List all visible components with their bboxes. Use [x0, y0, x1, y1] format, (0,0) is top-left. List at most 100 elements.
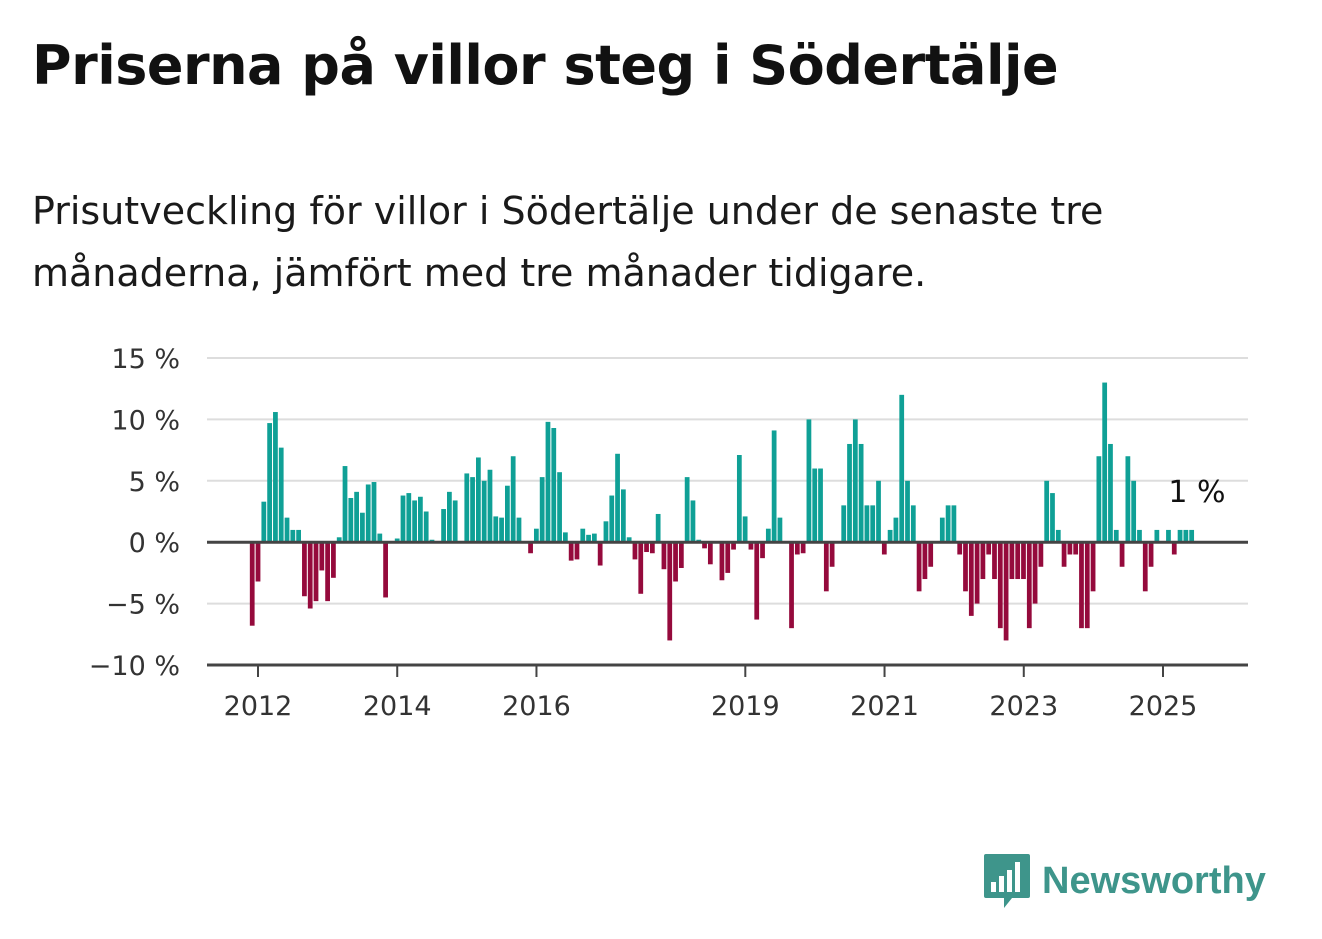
bar [1183, 529, 1189, 543]
bar [296, 529, 301, 543]
bar [742, 516, 748, 543]
bar [400, 495, 406, 543]
bar [1061, 542, 1067, 567]
bar [980, 542, 986, 580]
bar [580, 528, 586, 543]
y-axis-ticks: 15 % 10 % 5 % 0 % −5 % −10 % [89, 344, 180, 682]
bar [1102, 382, 1108, 543]
bar [1113, 529, 1119, 543]
bar [302, 542, 307, 597]
x-tick-label: 2023 [989, 691, 1058, 722]
bar [609, 495, 615, 543]
bar [1015, 542, 1021, 580]
grid-lines [207, 357, 1248, 666]
x-tick-label: 2019 [711, 691, 780, 722]
bar [887, 529, 893, 543]
bar [586, 534, 591, 543]
bar [725, 542, 731, 573]
y-tick-label: 5 % [129, 467, 180, 498]
bar [568, 542, 574, 561]
bar [313, 542, 319, 602]
bar [470, 477, 475, 543]
x-tick-label: 2014 [363, 691, 432, 722]
bar [371, 482, 377, 543]
bar [533, 528, 539, 543]
bar [997, 542, 1003, 629]
y-tick-label: −10 % [89, 651, 180, 682]
last-value-label: 1 % [1168, 475, 1225, 510]
bar [1119, 542, 1125, 567]
bar [1090, 542, 1096, 592]
bar [545, 421, 551, 543]
bar [1055, 529, 1061, 543]
bar [748, 542, 754, 550]
bar [1067, 542, 1073, 555]
bar [447, 491, 452, 543]
bar [267, 423, 272, 543]
bar [412, 500, 417, 543]
bar [1079, 542, 1084, 629]
bar [910, 505, 916, 543]
bar [249, 542, 255, 626]
y-tick-label: 10 % [111, 405, 180, 436]
bar [290, 529, 296, 543]
chart-title: Priserna på villor steg i Södertälje [32, 34, 1059, 97]
bar [551, 428, 557, 543]
bar [1050, 493, 1055, 543]
bar [620, 489, 626, 543]
bar [707, 542, 713, 565]
bar [818, 468, 823, 543]
bar [360, 512, 365, 543]
bar [661, 542, 667, 570]
bar [603, 521, 609, 543]
bar [1044, 480, 1050, 543]
bar [319, 542, 325, 571]
bar [829, 542, 835, 567]
bar [644, 542, 649, 553]
bar [1003, 542, 1009, 641]
bar [852, 419, 858, 543]
x-tick-label: 2021 [850, 691, 919, 722]
bar [771, 430, 777, 543]
bar [516, 517, 522, 543]
bar [789, 542, 794, 629]
bar-chart-speech-bubble-icon [984, 854, 1030, 908]
bar [1177, 529, 1183, 543]
bar [893, 517, 899, 543]
bar [858, 443, 864, 543]
bar [794, 542, 800, 555]
bar [394, 538, 400, 543]
bar [452, 500, 458, 543]
bar [870, 505, 876, 543]
bar [684, 477, 690, 543]
x-tick-label: 2016 [502, 691, 571, 722]
bar [864, 505, 870, 543]
bar [1166, 529, 1171, 543]
bar [678, 542, 684, 568]
brand-name: Newsworthy [1042, 859, 1266, 902]
bar [1026, 542, 1032, 629]
bar [493, 516, 499, 543]
bar [597, 542, 603, 566]
bar [284, 517, 290, 543]
bar [383, 542, 388, 598]
bar [1038, 542, 1044, 567]
bar [702, 542, 707, 549]
bar [487, 469, 493, 543]
bar [881, 542, 887, 555]
bar [916, 542, 922, 592]
x-axis-ticks: 2012 2014 2016 2019 2021 2023 2025 [224, 665, 1197, 722]
bar [649, 542, 655, 554]
bar [638, 542, 644, 594]
bar [342, 466, 348, 543]
bar [562, 532, 568, 543]
bar [876, 480, 881, 543]
bar [673, 542, 678, 582]
bars [249, 382, 1195, 641]
bar [273, 412, 278, 543]
bar [354, 491, 359, 543]
bar [261, 501, 267, 543]
bar [510, 456, 516, 543]
bar [986, 542, 992, 555]
bar [667, 542, 673, 641]
